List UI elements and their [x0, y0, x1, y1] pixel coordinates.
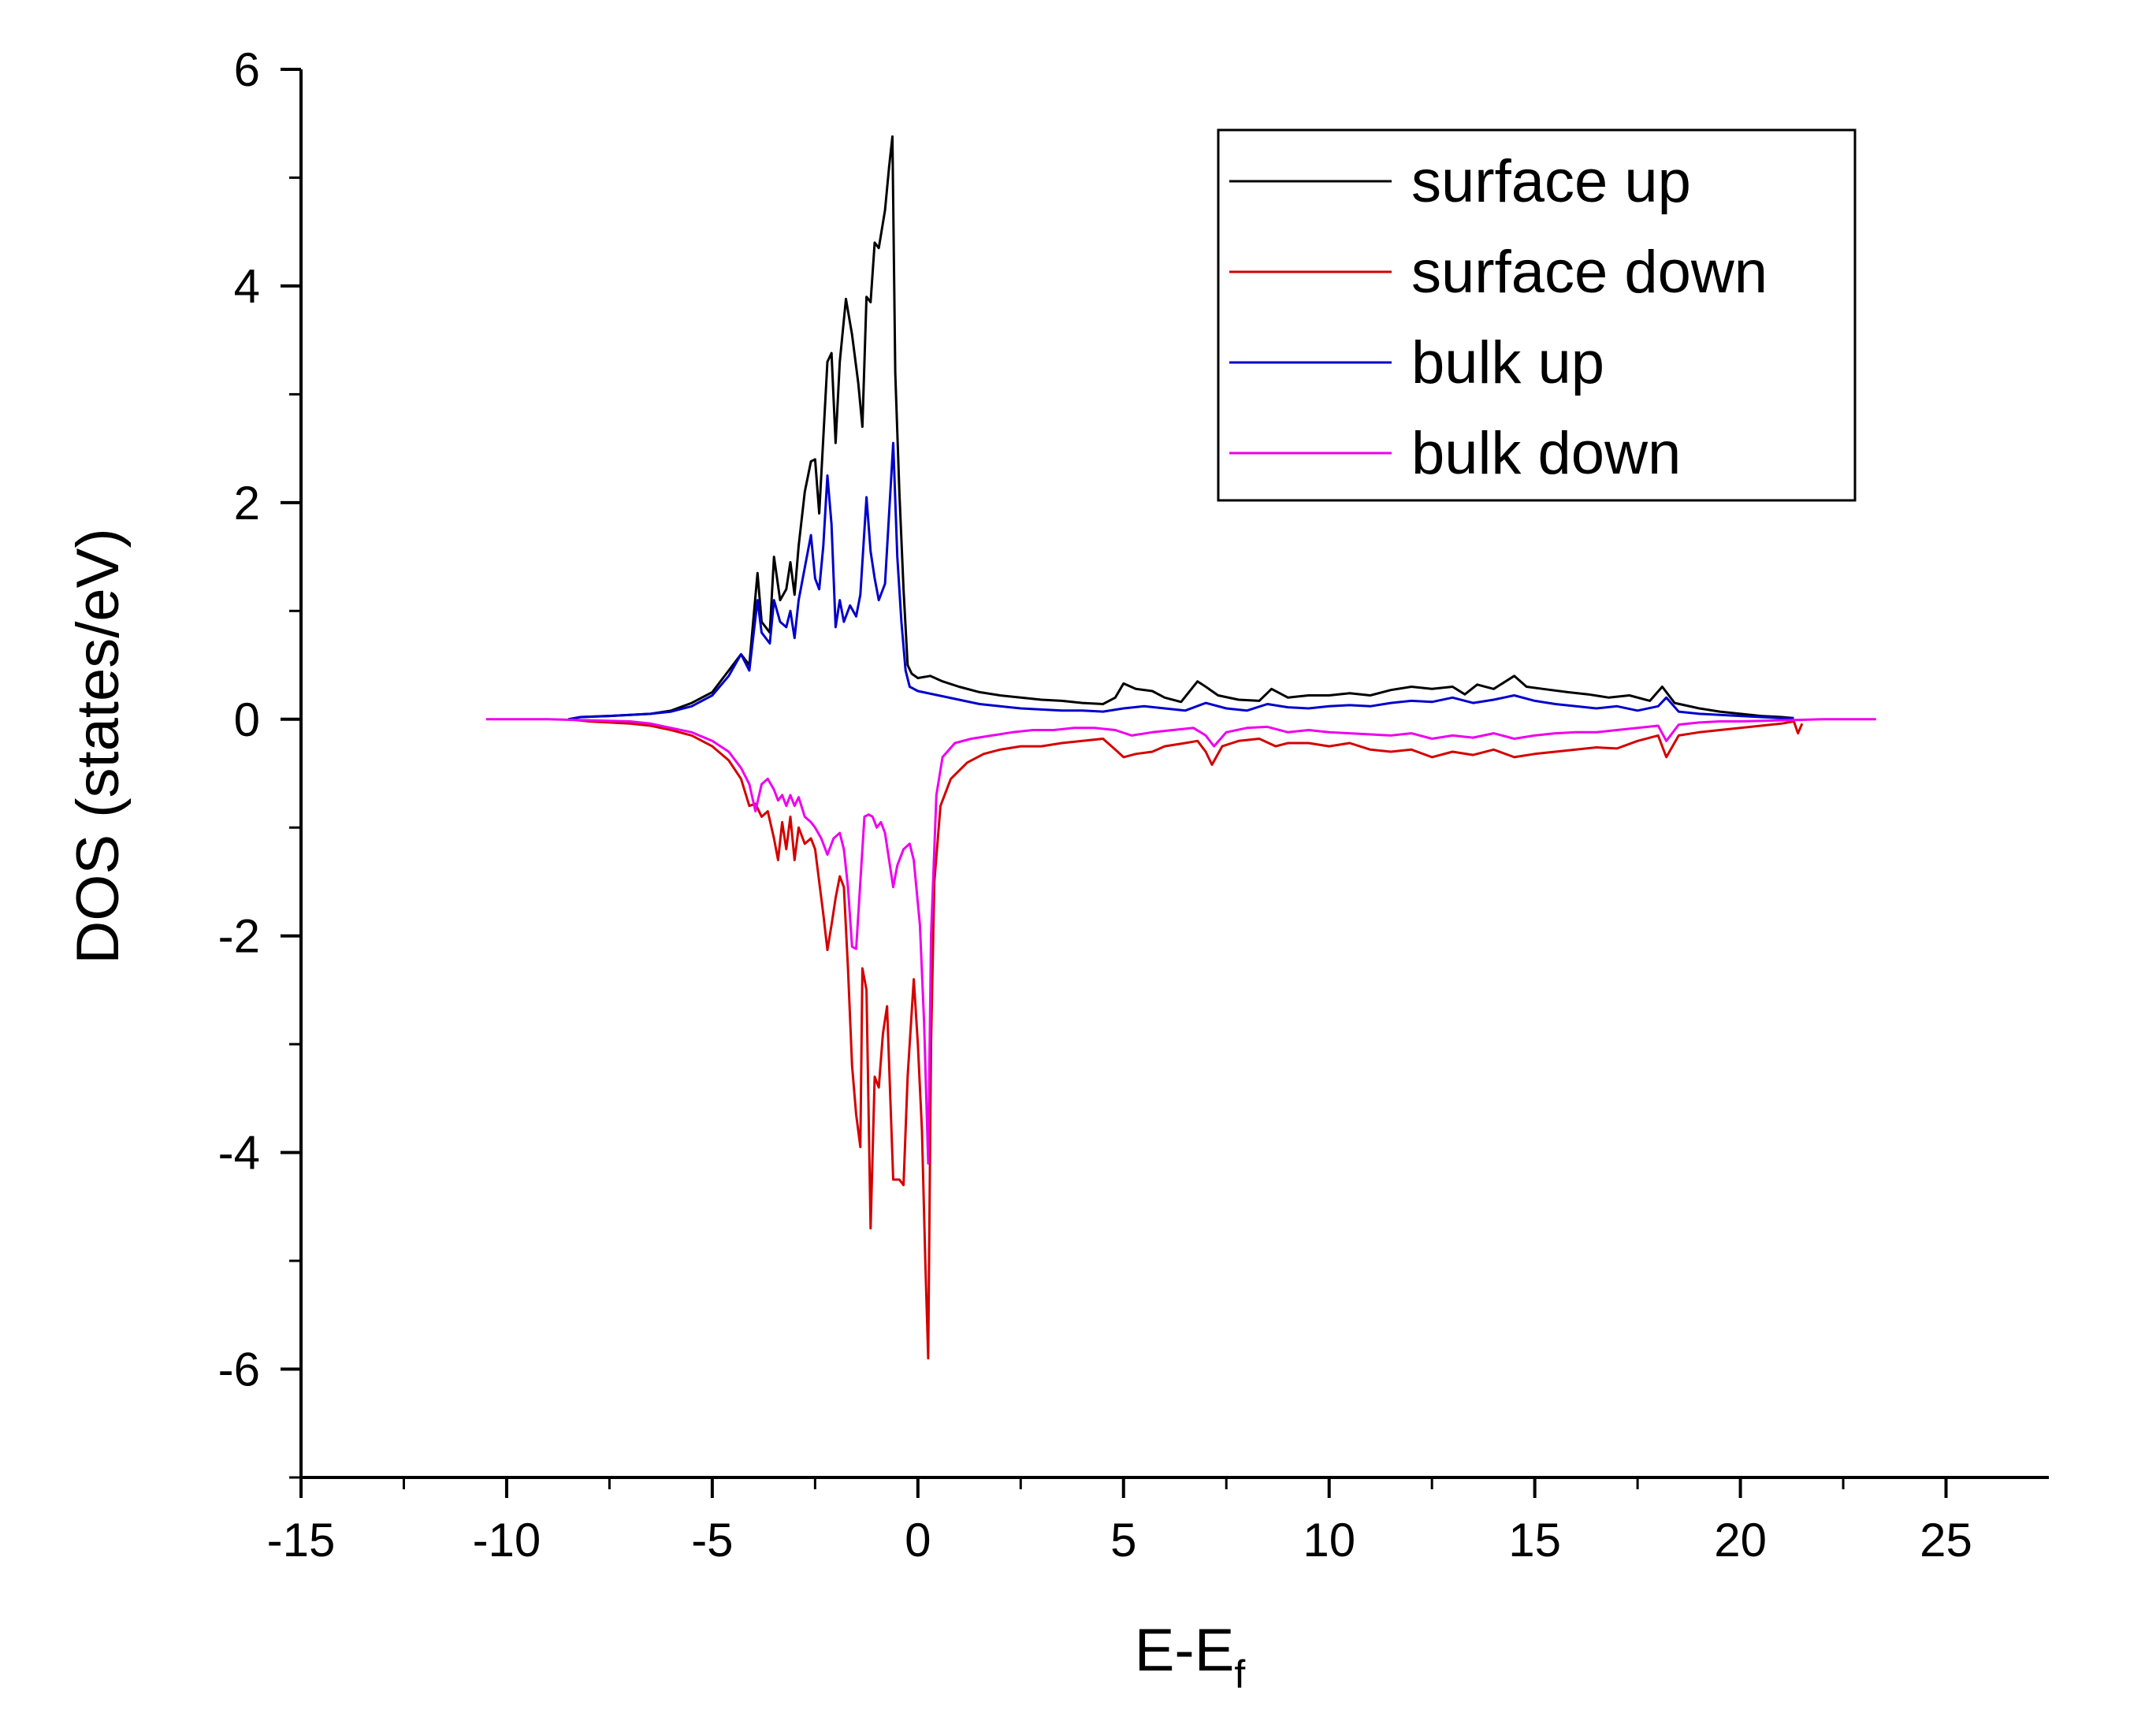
x-tick-label: 25: [1920, 1514, 1972, 1566]
legend-label: surface down: [1411, 239, 1768, 306]
x-tick-label: -15: [267, 1514, 336, 1566]
series-layer: [485, 135, 1876, 1360]
x-tick-label: 15: [1508, 1514, 1561, 1566]
x-axis-title-subscript: f: [1234, 1652, 1245, 1697]
y-tick-label: -2: [218, 910, 260, 963]
legend-label: bulk up: [1411, 329, 1604, 396]
legend-box: [1217, 128, 1857, 502]
legend-label: bulk down: [1411, 420, 1681, 487]
y-tick-label: 4: [234, 260, 260, 313]
legend-label: surface up: [1411, 148, 1691, 215]
x-axis-title-main: E-E: [1135, 1617, 1235, 1684]
y-tick-label: -6: [218, 1343, 260, 1396]
y-axis-title: DOS (states/eV): [65, 528, 132, 964]
x-tick-label: -5: [691, 1514, 733, 1566]
y-tick-label: 0: [234, 693, 260, 746]
y-tick-label: 2: [234, 477, 260, 530]
x-tick-label: 5: [1110, 1514, 1136, 1566]
x-axis-title: E-Ef: [1135, 1617, 1246, 1697]
y-tick-label: 6: [234, 43, 260, 96]
series-line-bulk-up: [567, 441, 1794, 721]
axes-layer: [299, 69, 2049, 1479]
series-line-surface-down: [568, 718, 1804, 1360]
x-tick-label: 0: [905, 1514, 931, 1566]
x-tick-label: -10: [473, 1514, 541, 1566]
series-line-bulk-down: [485, 718, 1876, 1165]
x-tick-label: 20: [1714, 1514, 1767, 1566]
series-line-surface-up: [567, 135, 1794, 721]
y-tick-label: -4: [218, 1127, 260, 1180]
legend: surface up surface down bulk up bulk down: [1217, 128, 1857, 502]
ticks-layer: -15 -10 -5 0 5 10 15 20 25 -6 -4 -2 0 2 4 6: [218, 43, 1972, 1566]
x-tick-label: 10: [1303, 1514, 1355, 1566]
